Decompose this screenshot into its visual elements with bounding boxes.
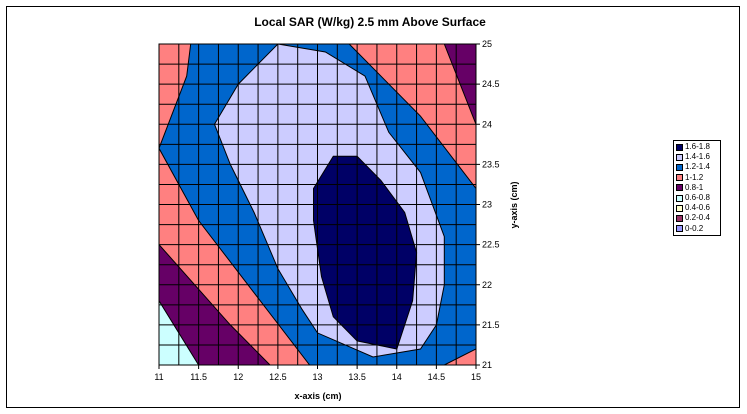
legend-swatch (676, 163, 683, 171)
legend-swatch (676, 143, 683, 151)
legend-item: 0.4-0.6 (676, 203, 718, 213)
x-tick-label: 11.5 (190, 372, 207, 382)
legend-item: 0.2-0.4 (676, 213, 718, 223)
legend-item: 1-1.2 (676, 173, 718, 183)
legend-label: 1.6-1.8 (685, 142, 710, 152)
x-tick-label: 13 (312, 372, 322, 382)
legend-item: 0-0.2 (676, 224, 718, 234)
x-tick-label: 12 (233, 372, 243, 382)
x-tick-label: 13.5 (348, 372, 366, 382)
y-tick-label: 22.5 (482, 240, 500, 250)
legend-label: 1.2-1.4 (685, 162, 710, 172)
plot-area: 11 11.5 12 12.5 13 13.5 14 14.5 15 25 24.5 24 23.5 23… (154, 39, 499, 382)
x-tick-label: 11 (154, 372, 163, 382)
y-tick-label: 24 (482, 119, 492, 129)
legend-item: 1.4-1.6 (676, 152, 718, 162)
y-tick-label: 25 (482, 39, 492, 49)
legend-swatch (676, 194, 683, 202)
y-tick-label: 23 (482, 200, 492, 210)
x-tick-label: 14.5 (428, 372, 446, 382)
legend-swatch (676, 204, 683, 212)
y-axis-label: y-axis (cm) (509, 181, 519, 228)
legend-swatch (676, 184, 683, 192)
legend-label: 0-0.2 (685, 223, 704, 233)
x-tick-label: 15 (471, 372, 481, 382)
legend-swatch (676, 225, 683, 233)
legend-label: 0.8-1 (685, 182, 704, 192)
legend-label: 0.2-0.4 (685, 213, 710, 223)
x-tick-label: 12.5 (269, 372, 287, 382)
legend: 1.6-1.8 1.4-1.6 1.2-1.4 1-1.2 0.8-1 0.6-0.8 0.… (673, 140, 721, 236)
legend-label: 0.6-0.8 (685, 193, 710, 203)
y-tick-label: 24.5 (482, 79, 500, 89)
chart-title: Local SAR (W/kg) 2.5 mm Above Surface (254, 15, 486, 29)
y-tick-label: 21.5 (482, 320, 500, 330)
legend-label: 1.4-1.6 (685, 152, 710, 162)
legend-label: 0.4-0.6 (685, 203, 710, 213)
x-axis-label: x-axis (cm) (294, 391, 341, 401)
legend-swatch (676, 153, 683, 161)
y-tick-label: 21 (482, 360, 492, 370)
x-tick-label: 14 (392, 372, 402, 382)
legend-swatch (676, 214, 683, 222)
legend-item: 1.2-1.4 (676, 162, 718, 172)
y-tick-label: 23.5 (482, 159, 500, 169)
y-tick-label: 22 (482, 280, 492, 290)
legend-item: 1.6-1.8 (676, 142, 718, 152)
legend-item: 0.6-0.8 (676, 193, 718, 203)
legend-label: 1-1.2 (685, 172, 704, 182)
legend-item: 0.8-1 (676, 183, 718, 193)
legend-swatch (676, 174, 683, 182)
